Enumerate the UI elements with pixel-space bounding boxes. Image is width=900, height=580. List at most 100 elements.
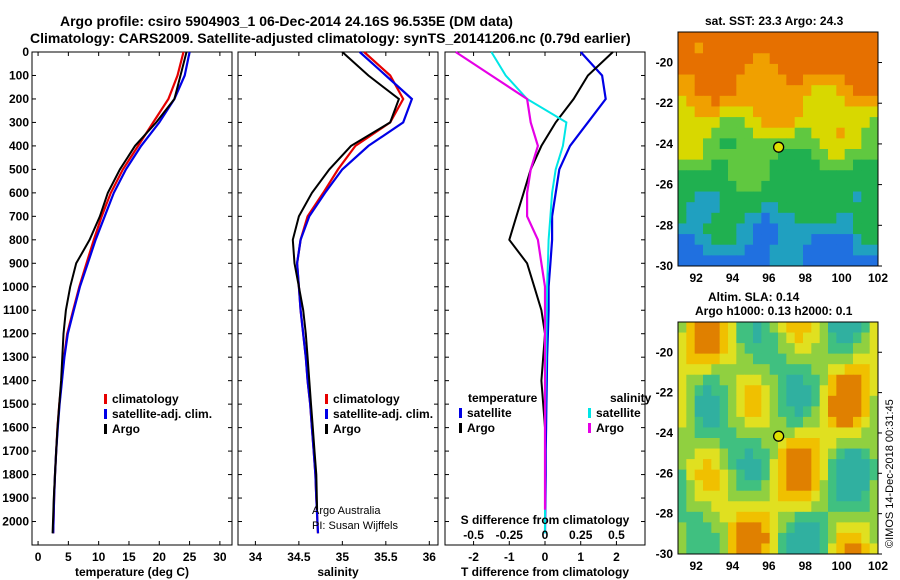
lon-tick-label: 92 bbox=[690, 559, 704, 573]
sla-map-cell bbox=[861, 438, 871, 449]
sst-map-cell bbox=[686, 191, 696, 203]
sla-map-cell bbox=[794, 501, 804, 513]
sla-map-cell bbox=[728, 490, 737, 502]
sst-map-cell bbox=[711, 85, 721, 97]
sst-map-cell bbox=[711, 42, 721, 54]
sst-map-cell bbox=[819, 53, 829, 65]
legend-label: Argo bbox=[596, 421, 624, 435]
sla-map-cell bbox=[753, 364, 762, 376]
sst-map-cell bbox=[769, 42, 779, 54]
sla-map-cell bbox=[844, 353, 854, 365]
x-tick-label: 30 bbox=[213, 550, 227, 564]
sla-map-cell bbox=[828, 364, 837, 376]
sla-map-cell bbox=[678, 448, 687, 460]
sst-map-cell bbox=[869, 223, 879, 235]
y-tick-label: 100 bbox=[9, 68, 29, 82]
sst-map-cell bbox=[811, 42, 821, 54]
sst-map-cell bbox=[703, 159, 712, 171]
sla-map-cell bbox=[853, 385, 862, 397]
legend-label: climatology bbox=[333, 392, 400, 406]
sst-map-cell bbox=[761, 202, 771, 214]
sla-map-cell bbox=[836, 511, 846, 523]
sst-map-cell bbox=[778, 42, 787, 54]
sst-map-cell bbox=[844, 191, 854, 203]
sst-map-cell bbox=[811, 127, 821, 139]
sla-map-cell bbox=[769, 353, 779, 365]
sst-map-cell bbox=[803, 106, 812, 118]
sst-map-cell bbox=[761, 180, 771, 192]
sla-map-cell bbox=[769, 406, 779, 418]
sst-map-cell bbox=[694, 191, 704, 203]
sst-map-cell bbox=[853, 74, 862, 86]
sst-map-cell bbox=[719, 53, 729, 65]
sla-map-cell bbox=[678, 480, 687, 492]
sst-map-cell bbox=[769, 32, 779, 44]
sla-map-cell bbox=[844, 543, 854, 555]
sst-map-cell bbox=[694, 127, 704, 139]
sla-map-cell bbox=[778, 459, 787, 471]
legend-label: Argo bbox=[467, 421, 495, 435]
sst-map-cell bbox=[678, 127, 687, 139]
sst-map-cell bbox=[719, 244, 729, 256]
sla-map-cell bbox=[869, 469, 879, 481]
x-axis-label: T difference from climatology bbox=[461, 565, 629, 579]
sst-map-cell bbox=[803, 244, 812, 256]
sst-map-cell bbox=[828, 255, 837, 267]
sst-map-cell bbox=[819, 234, 829, 246]
sla-map-cell bbox=[836, 385, 846, 397]
lon-tick-label: 96 bbox=[762, 559, 776, 573]
sla-map-cell bbox=[686, 416, 696, 428]
series-line-climatology bbox=[52, 51, 185, 534]
sst-map-cell bbox=[761, 32, 771, 44]
sla-map-cell bbox=[844, 427, 854, 439]
sla-map-cell bbox=[678, 416, 687, 428]
sst-map-cell bbox=[761, 138, 771, 150]
y-tick-label: 500 bbox=[9, 162, 29, 176]
sst-map-cell bbox=[778, 127, 787, 139]
sst-map-cell bbox=[836, 138, 846, 150]
sla-map-cell bbox=[694, 480, 704, 492]
sla-map-cell bbox=[844, 385, 854, 397]
sla-map-cell bbox=[811, 427, 821, 439]
sla-map-cell bbox=[853, 448, 862, 460]
sla-map-cell bbox=[861, 480, 871, 492]
sst-map-cell bbox=[844, 42, 854, 54]
sst-map-cell bbox=[769, 53, 779, 65]
x-tick-label: 1 bbox=[577, 550, 584, 564]
sla-map-cell bbox=[694, 469, 704, 481]
sla-map-cell bbox=[744, 385, 754, 397]
sla-map-cell bbox=[811, 522, 821, 534]
sla-map-cell bbox=[686, 448, 696, 460]
sst-map-cell bbox=[761, 106, 771, 118]
sst-map-cell bbox=[761, 170, 771, 182]
sst-map-cell bbox=[778, 180, 787, 192]
sst-map-cell bbox=[753, 127, 762, 139]
sst-map-cell bbox=[786, 159, 796, 171]
sla-map-cell bbox=[828, 427, 837, 439]
sla-map-cell bbox=[778, 511, 787, 523]
sst-map-cell bbox=[853, 159, 862, 171]
sst-map-cell bbox=[811, 223, 821, 235]
sla-map-cell bbox=[819, 448, 829, 460]
sla-map-cell bbox=[853, 459, 862, 471]
sst-map-cell bbox=[686, 159, 696, 171]
sla-map-cell bbox=[803, 469, 812, 481]
sla-map-cell bbox=[686, 511, 696, 523]
sst-map-cell bbox=[844, 138, 854, 150]
sst-map-cell bbox=[811, 244, 821, 256]
sla-map-cell bbox=[711, 511, 721, 523]
sla-map-cell bbox=[794, 364, 804, 376]
sst-map-cell bbox=[819, 74, 829, 86]
sst-map-cell bbox=[744, 138, 754, 150]
sst-map-cell bbox=[786, 170, 796, 182]
sla-map-cell bbox=[736, 353, 746, 365]
sst-map-cell bbox=[828, 180, 837, 192]
sst-map-cell bbox=[836, 42, 846, 54]
sla-map-cell bbox=[719, 374, 729, 386]
sst-map-cell bbox=[686, 106, 696, 118]
sst-map-cell bbox=[711, 106, 721, 118]
sst-map-cell bbox=[694, 74, 704, 86]
sla-map-cell bbox=[736, 438, 746, 449]
sst-map-cell bbox=[861, 191, 871, 203]
sla-map-cell bbox=[811, 416, 821, 428]
